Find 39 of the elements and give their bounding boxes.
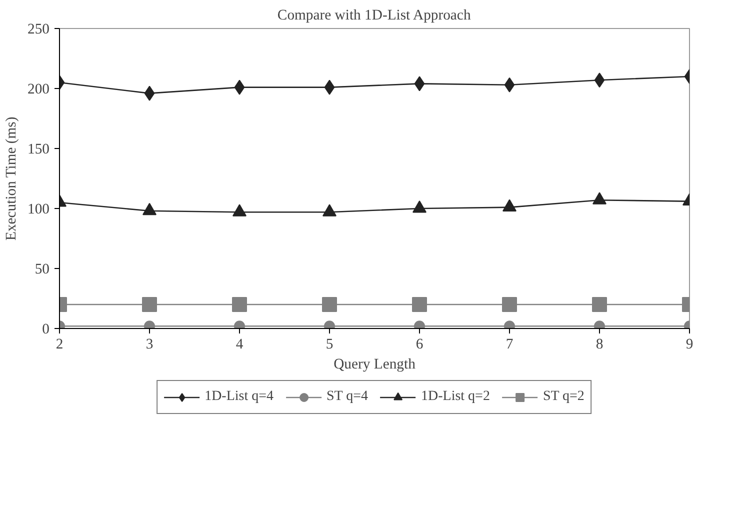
- y-tick-label: 50: [34, 262, 50, 278]
- point: [502, 199, 516, 212]
- point: [414, 76, 425, 92]
- chart-title: Compare with 1D-List Approach: [277, 8, 472, 24]
- y-tick-label: 250: [28, 22, 50, 38]
- point: [142, 202, 156, 216]
- x-tick-label: 3: [146, 336, 154, 352]
- point: [232, 297, 247, 312]
- point: [234, 80, 245, 95]
- x-tick-label: 4: [236, 336, 244, 352]
- point: [502, 297, 517, 312]
- point: [412, 297, 427, 312]
- legend-label: ST q=4: [326, 389, 368, 405]
- point: [142, 297, 157, 312]
- y-tick-label: 200: [28, 82, 50, 98]
- y-tick-label: 0: [42, 322, 50, 338]
- point: [324, 80, 335, 95]
- legend-label: 1D-List q=2: [421, 389, 490, 405]
- x-axis-title: Query Length: [334, 356, 416, 372]
- x-tick-label: 8: [596, 336, 604, 352]
- point: [594, 72, 605, 88]
- y-tick-label: 100: [28, 202, 50, 218]
- legend-label: ST q=2: [542, 389, 584, 405]
- point: [504, 77, 515, 92]
- x-tick-label: 7: [506, 336, 514, 352]
- point: [592, 297, 607, 312]
- point: [592, 192, 606, 204]
- point: [232, 204, 246, 216]
- point: [322, 204, 336, 216]
- legend-label: 1D-List q=4: [204, 389, 274, 405]
- y-tick-label: 150: [28, 142, 50, 158]
- point: [144, 86, 155, 101]
- point: [412, 200, 426, 213]
- x-tick-label: 2: [56, 336, 64, 352]
- x-tick-label: 5: [326, 336, 334, 352]
- x-tick-label: 6: [416, 336, 424, 352]
- point: [322, 297, 337, 312]
- y-axis-title: Execution Time (ms): [4, 116, 20, 241]
- x-tick-label: 9: [686, 336, 694, 352]
